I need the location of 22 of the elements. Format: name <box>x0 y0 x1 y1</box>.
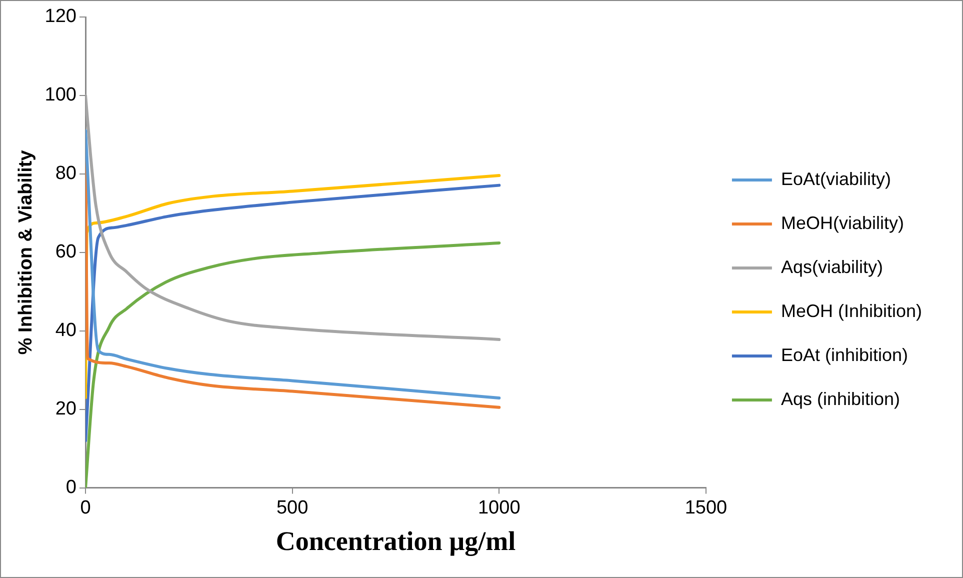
x-tick-label: 500 <box>276 497 308 518</box>
legend-label: Aqs (inhibition) <box>780 388 900 409</box>
y-tick-label: 20 <box>55 398 76 420</box>
x-tick-label: 0 <box>80 497 91 518</box>
line-series <box>86 94 501 341</box>
y-axis-title: % Inhibition & Viability <box>16 150 37 355</box>
legend-label: MeOH(viability) <box>780 212 904 233</box>
y-tick-label: 40 <box>55 320 76 342</box>
y-tick-label: 80 <box>55 163 76 184</box>
legend-label: EoAt (inhibition) <box>780 344 908 365</box>
legend-label: EoAt(viability) <box>780 168 891 189</box>
y-tick-label: 120 <box>44 6 76 28</box>
y-tick-label: 60 <box>55 242 76 263</box>
legend-label: Aqs(viability) <box>780 256 883 277</box>
x-tick-label: 1500 <box>684 497 728 518</box>
y-tick-label: 0 <box>66 477 76 498</box>
y-tick-label: 100 <box>44 84 76 106</box>
x-tick-label: 1000 <box>478 497 520 518</box>
line-series <box>86 184 501 442</box>
line-series <box>86 241 501 488</box>
legend-label: MeOH (Inhibition) <box>780 300 922 321</box>
x-axis-title: Concentration µg/ml <box>276 526 516 556</box>
